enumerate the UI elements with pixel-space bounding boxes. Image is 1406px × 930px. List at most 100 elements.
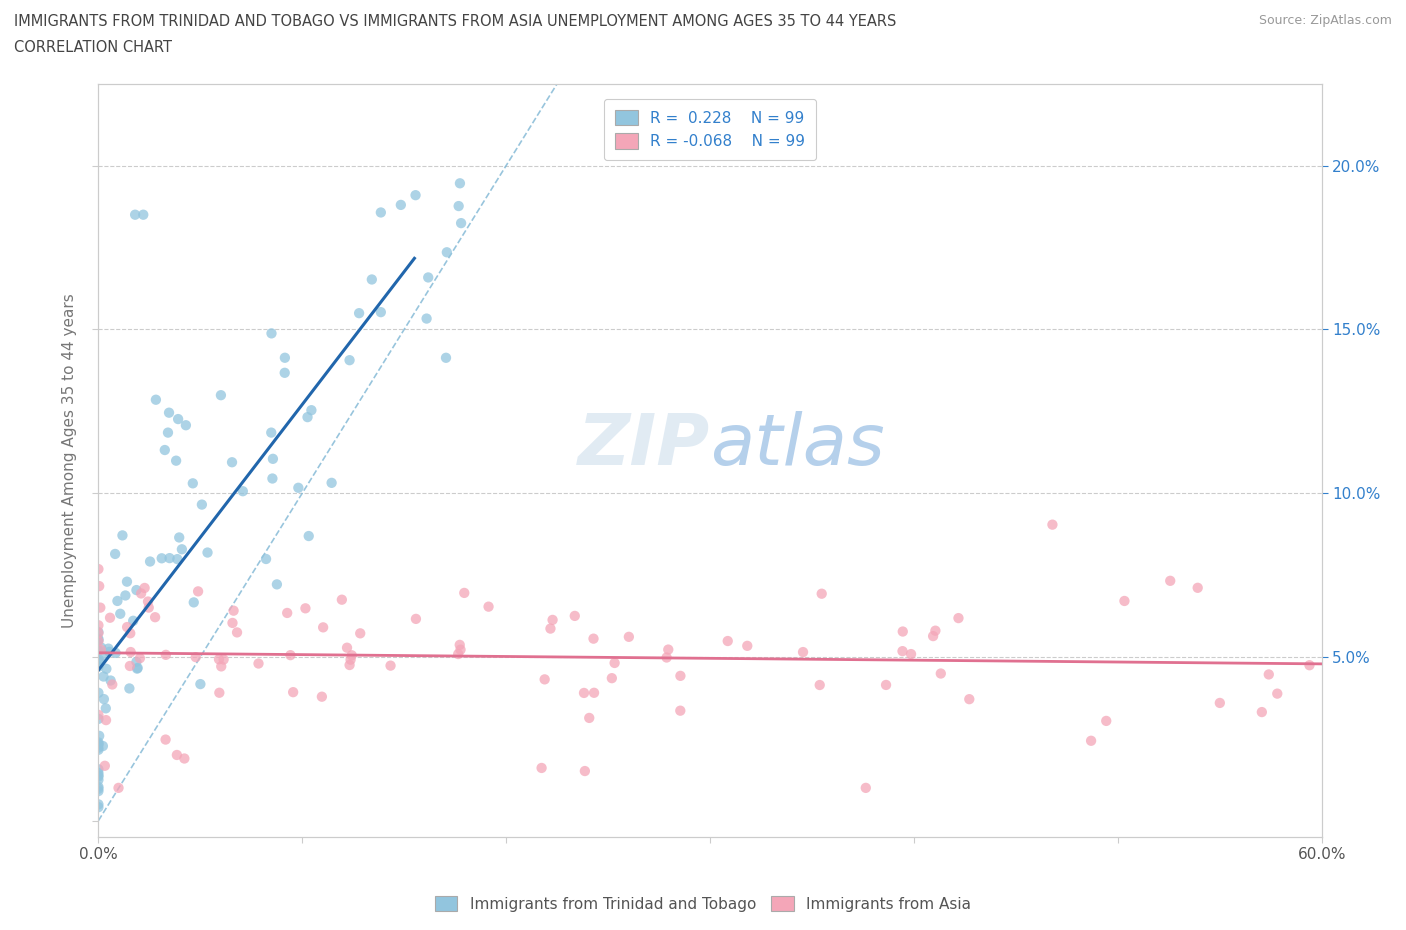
Point: [232, 484, 254, 498]
Point: [792, 644, 814, 659]
Point: [1114, 593, 1136, 608]
Point: [1209, 696, 1232, 711]
Point: [370, 205, 392, 219]
Point: [111, 528, 134, 543]
Point: [260, 425, 283, 440]
Point: [312, 620, 335, 635]
Point: [453, 586, 475, 601]
Point: [122, 614, 145, 629]
Point: [617, 630, 640, 644]
Point: [93, 669, 115, 684]
Point: [330, 592, 353, 607]
Point: [922, 629, 945, 644]
Point: [405, 611, 427, 626]
Point: [540, 621, 562, 636]
Point: [87, 618, 110, 632]
Point: [87, 765, 110, 780]
Point: [900, 646, 922, 661]
Point: [957, 692, 980, 707]
Point: [87, 644, 110, 658]
Point: [87, 708, 110, 723]
Point: [380, 658, 402, 673]
Point: [477, 599, 499, 614]
Point: [138, 600, 160, 615]
Point: [891, 624, 914, 639]
Point: [340, 648, 363, 663]
Point: [90, 643, 112, 658]
Text: atlas: atlas: [710, 411, 884, 480]
Point: [89, 600, 111, 615]
Point: [1187, 580, 1209, 595]
Point: [87, 735, 110, 750]
Point: [655, 650, 678, 665]
Point: [127, 660, 149, 675]
Text: IMMIGRANTS FROM TRINIDAD AND TOBAGO VS IMMIGRANTS FROM ASIA UNEMPLOYMENT AMONG A: IMMIGRANTS FROM TRINIDAD AND TOBAGO VS I…: [14, 14, 897, 29]
Point: [281, 684, 304, 699]
Point: [100, 673, 122, 688]
Legend: R =  0.228    N = 99, R = -0.068    N = 99: R = 0.228 N = 99, R = -0.068 N = 99: [605, 99, 815, 160]
Point: [273, 365, 295, 380]
Point: [222, 604, 245, 618]
Point: [87, 768, 110, 783]
Point: [118, 681, 141, 696]
Point: [262, 451, 284, 466]
Point: [87, 779, 110, 794]
Point: [266, 577, 288, 591]
Point: [339, 658, 361, 672]
Point: [1080, 734, 1102, 749]
Point: [572, 685, 595, 700]
Point: [87, 643, 110, 658]
Point: [165, 453, 187, 468]
Point: [89, 652, 111, 667]
Point: [415, 312, 437, 326]
Point: [125, 655, 148, 670]
Point: [212, 652, 235, 667]
Point: [90, 640, 112, 655]
Point: [87, 685, 110, 700]
Point: [155, 647, 177, 662]
Point: [87, 633, 110, 648]
Point: [167, 412, 190, 427]
Point: [134, 580, 156, 595]
Text: ZIP: ZIP: [578, 411, 710, 480]
Point: [735, 638, 758, 653]
Point: [94, 701, 117, 716]
Point: [191, 498, 214, 512]
Point: [174, 418, 197, 432]
Point: [530, 761, 553, 776]
Point: [87, 740, 110, 755]
Text: Source: ZipAtlas.com: Source: ZipAtlas.com: [1258, 14, 1392, 27]
Point: [1257, 667, 1279, 682]
Point: [226, 625, 249, 640]
Point: [875, 677, 897, 692]
Point: [115, 619, 138, 634]
Point: [145, 392, 167, 407]
Point: [87, 769, 110, 784]
Point: [276, 605, 298, 620]
Point: [578, 711, 600, 725]
Point: [93, 692, 115, 707]
Point: [254, 551, 277, 566]
Point: [87, 633, 110, 648]
Point: [1159, 574, 1181, 589]
Point: [87, 784, 110, 799]
Point: [87, 762, 110, 777]
Point: [93, 648, 115, 663]
Point: [209, 388, 232, 403]
Point: [143, 610, 166, 625]
Point: [669, 669, 692, 684]
Point: [447, 646, 470, 661]
Point: [87, 562, 110, 577]
Point: [107, 780, 129, 795]
Point: [247, 656, 270, 671]
Point: [150, 551, 173, 565]
Point: [564, 608, 586, 623]
Point: [294, 601, 316, 616]
Point: [449, 637, 471, 652]
Point: [657, 642, 679, 657]
Point: [810, 586, 832, 601]
Point: [98, 610, 121, 625]
Point: [183, 595, 205, 610]
Point: [948, 611, 970, 626]
Point: [124, 207, 146, 222]
